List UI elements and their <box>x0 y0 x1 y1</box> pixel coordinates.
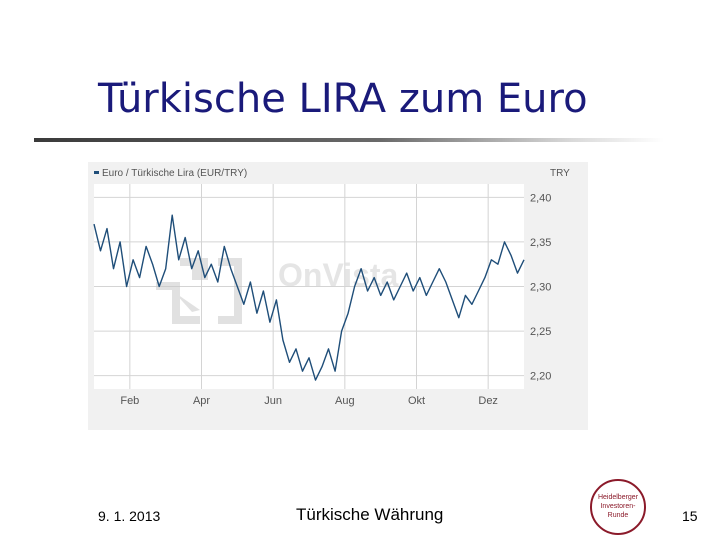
logo-line-3: Runde <box>608 512 629 519</box>
axis-labels: 2,40 2,35 2,30 2,25 2,20 Feb Apr Jun Aug Okt Dez <box>120 192 551 407</box>
line-chart: OnVista 2,40 2,35 2,30 2,25 2,20 Feb Apr Jun Aug… <box>93 168 570 407</box>
footer-date: 9. 1. 2013 <box>98 508 161 524</box>
legend-label: Euro / Türkische Lira (EUR/TRY) <box>102 168 247 179</box>
x-tick-label: Jun <box>264 395 282 407</box>
page-number: 15 <box>682 508 698 524</box>
logo-line-2: Investoren- <box>600 503 636 510</box>
currency-label: TRY <box>550 168 570 179</box>
y-tick-label: 2,25 <box>530 326 551 338</box>
slide-title: Türkische LIRA zum Euro <box>98 76 588 122</box>
x-tick-label: Dez <box>478 395 498 407</box>
y-tick-label: 2,35 <box>530 237 551 249</box>
y-tick-label: 2,40 <box>530 192 551 204</box>
series-line <box>93 214 525 381</box>
legend-swatch <box>94 171 99 174</box>
chart-panel: OnVista 2,40 2,35 2,30 2,25 2,20 Feb Apr Jun Aug… <box>88 162 588 430</box>
x-tick-label: Okt <box>408 395 425 407</box>
chart-legend: Euro / Türkische Lira (EUR/TRY) TRY <box>94 168 570 179</box>
logo-line-1: Heidelberger <box>598 494 639 501</box>
x-tick-label: Feb <box>120 395 139 407</box>
title-divider <box>34 138 664 142</box>
series-line-eur-try <box>93 214 525 381</box>
y-tick-label: 2,20 <box>530 371 551 383</box>
x-tick-label: Apr <box>193 395 210 407</box>
y-tick-label: 2,30 <box>530 282 551 294</box>
x-tick-label: Aug <box>335 395 355 407</box>
footer-text: Türkische Währung <box>296 505 444 524</box>
heidelberger-investoren-runde-logo: Heidelberger Investoren- Runde <box>590 479 646 535</box>
watermark-text: OnVista <box>278 257 399 293</box>
